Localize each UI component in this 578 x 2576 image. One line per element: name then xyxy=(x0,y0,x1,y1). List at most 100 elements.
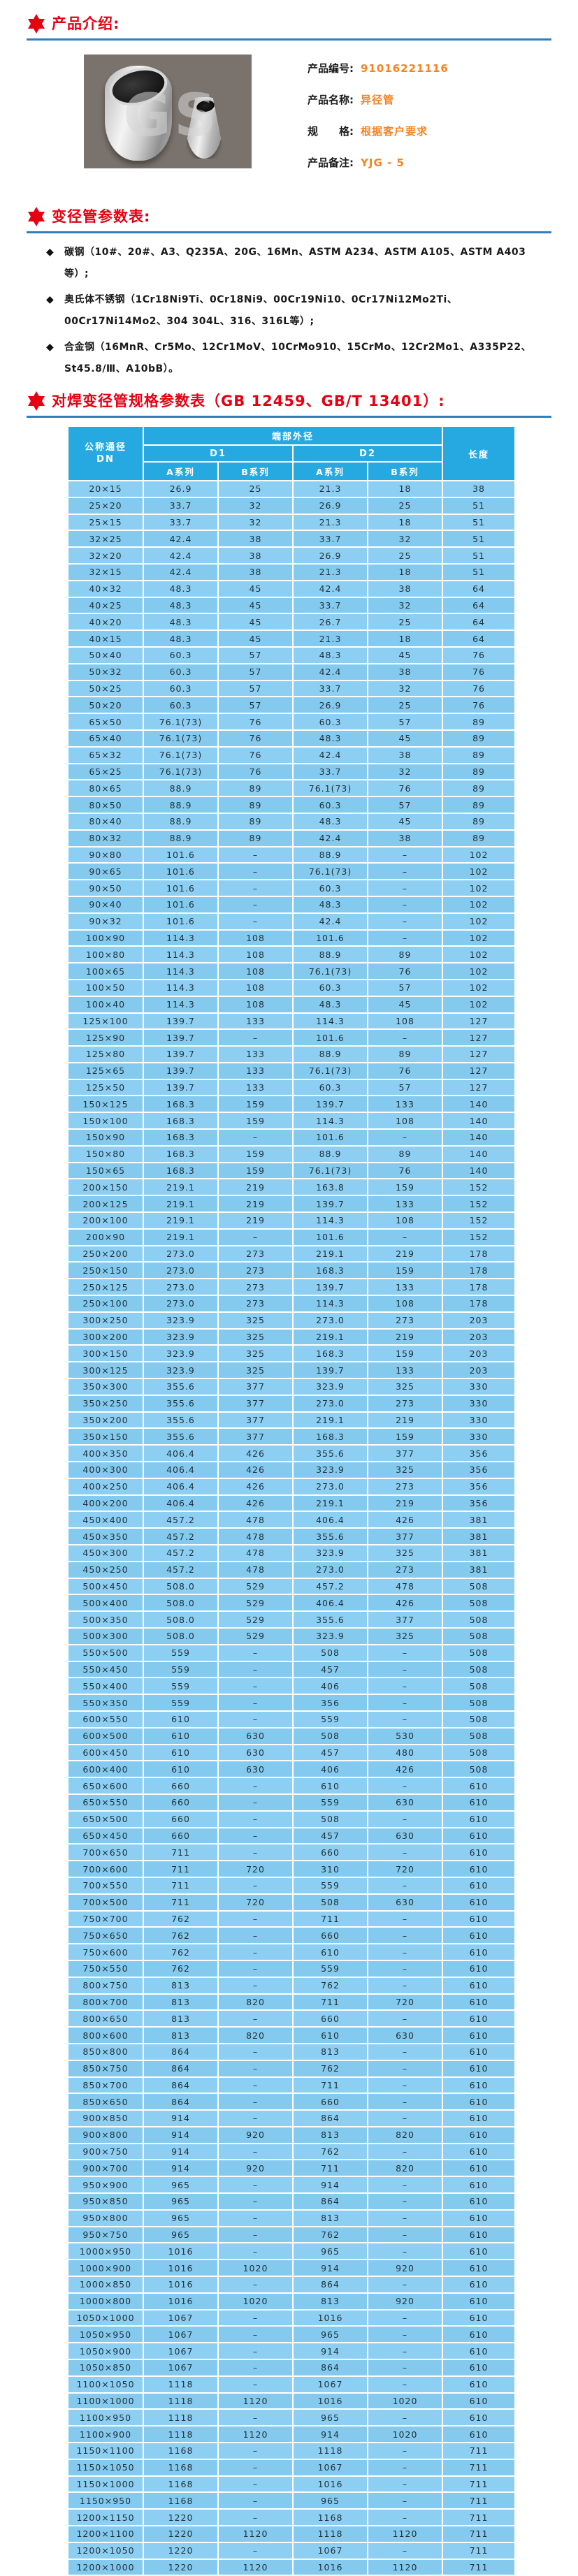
value-cell: 965 xyxy=(294,2243,367,2260)
table-row: 65×50 76.1(73) 76 60.3 57 89 xyxy=(68,714,515,729)
dn-cell: 80×40 xyxy=(68,813,143,829)
table-row: 1000×950 1016–965–610 xyxy=(68,2243,515,2260)
dn-cell: 350×200 xyxy=(68,1412,143,1428)
value-cell: – xyxy=(368,1928,442,1944)
dn-cell: 200×150 xyxy=(68,1179,143,1195)
table-row: 1150×1000 1168–1016–711 xyxy=(68,2476,515,2492)
table-row: 250×125 273.0 273 139.7 133 178 xyxy=(68,1279,515,1295)
dn-cell: 1050×850 xyxy=(68,2360,143,2375)
dn-cell: 150×100 xyxy=(68,1113,143,1129)
value-cell: 26.9 xyxy=(294,497,367,514)
value-cell: 711 xyxy=(144,1894,217,1910)
dn-cell: 700×650 xyxy=(68,1844,143,1861)
value-cell: – xyxy=(368,847,442,863)
value-cell: 89 xyxy=(443,747,515,763)
value-cell: 762 xyxy=(144,1911,217,1927)
value-cell: 89 xyxy=(443,730,515,746)
value-cell: 76 xyxy=(443,681,515,697)
value-cell: 660 xyxy=(144,1828,217,1844)
value-cell: – xyxy=(219,1944,292,1960)
table-row: 650×600 660–610–610 xyxy=(68,1778,515,1793)
dn-cell: 1200×1000 xyxy=(68,2559,143,2575)
value-cell: 114.3 xyxy=(144,947,217,963)
dn-cell: 32×15 xyxy=(68,564,143,580)
table-row: 300×125 323.9 325 139.7 133 203 xyxy=(68,1362,515,1378)
section-intro-title: 产品介绍: xyxy=(52,15,120,32)
value-cell: 21.3 xyxy=(294,514,367,530)
dn-cell: 700×500 xyxy=(68,1894,143,1910)
table-row: 65×40 76.1(73) 76 48.3 45 89 xyxy=(68,730,515,746)
value-cell: 101.6 xyxy=(144,864,217,880)
value-cell: 51 xyxy=(443,514,515,530)
value-cell: 64 xyxy=(443,631,515,646)
value-cell: 25 xyxy=(219,481,292,497)
value-cell: 76 xyxy=(443,697,515,713)
value-cell: 508 xyxy=(443,1728,515,1744)
table-row: 1100×1050 1118–1067–610 xyxy=(68,2376,515,2392)
value-cell: 1118 xyxy=(294,2526,367,2542)
value-cell: 45 xyxy=(368,647,442,663)
table-row: 850×750 864–762–610 xyxy=(68,2060,515,2076)
value-cell: 711 xyxy=(443,2526,515,2542)
value-cell: 127 xyxy=(443,1047,515,1062)
table-row: 65×32 76.1(73) 76 42.4 38 89 xyxy=(68,747,515,763)
table-row: 1000×800 1016 1020 813 920 610 xyxy=(68,2293,515,2309)
dn-cell: 550×450 xyxy=(68,1661,143,1678)
value-cell: 64 xyxy=(443,614,515,630)
value-cell: 48.3 xyxy=(294,730,367,746)
dn-cell: 90×65 xyxy=(68,864,143,880)
table-row: 800×750 813–762–610 xyxy=(68,1977,515,1993)
value-cell: 323.9 xyxy=(294,1462,367,1478)
dn-cell: 750×700 xyxy=(68,1911,143,1927)
dn-cell: 850×800 xyxy=(68,2044,143,2060)
dn-cell: 350×150 xyxy=(68,1429,143,1445)
material-item-stainless-steel: ◆ 奥氏体不锈钢（1Cr18Ni9Ti、0Cr18Ni9、00Cr19Ni10、… xyxy=(46,289,535,333)
value-cell: 559 xyxy=(294,1794,367,1810)
value-cell: 610 xyxy=(443,2393,515,2409)
value-cell: 273.0 xyxy=(294,1478,367,1494)
value-cell: – xyxy=(368,1695,442,1710)
value-cell: 457 xyxy=(294,1745,367,1761)
value-cell: 480 xyxy=(368,1745,442,1761)
value-cell: 330 xyxy=(443,1395,515,1411)
value-cell: 457.2 xyxy=(144,1562,217,1578)
value-cell: – xyxy=(368,2227,442,2243)
value-cell: 610 xyxy=(443,2144,515,2160)
dn-cell: 400×200 xyxy=(68,1495,143,1511)
table-row: 800×650 813–660–610 xyxy=(68,2011,515,2027)
value-cell: 711 xyxy=(294,1994,367,2010)
value-cell: 45 xyxy=(219,597,292,613)
value-cell: 330 xyxy=(443,1429,515,1445)
table-row: 900×800 914 920 813 820 610 xyxy=(68,2127,515,2143)
value-cell: 45 xyxy=(368,730,442,746)
value-cell: 610 xyxy=(443,2094,515,2110)
value-cell: – xyxy=(368,2177,442,2193)
value-cell: 610 xyxy=(144,1761,217,1777)
value-cell: 42.4 xyxy=(294,664,367,680)
value-cell: 76 xyxy=(368,780,442,796)
value-cell: 323.9 xyxy=(294,1545,367,1561)
table-row: 1100×950 1118–965–610 xyxy=(68,2410,515,2426)
value-cell: 114.3 xyxy=(294,1013,367,1029)
value-cell: – xyxy=(219,2510,292,2526)
dn-cell: 1150×1050 xyxy=(68,2459,143,2475)
table-row: 350×200 355.6 377 219.1 219 330 xyxy=(68,1412,515,1428)
field-value: YJG - 5 xyxy=(361,157,405,169)
value-cell: 51 xyxy=(443,548,515,563)
dn-cell: 90×32 xyxy=(68,913,143,929)
spec-table-head: 公称通径 DN 端部外径 长度 D1 D2 A系列 B系列 A系列 B系列 xyxy=(68,427,515,480)
table-row: 800×700 813 820 711 720 610 xyxy=(68,1994,515,2010)
value-cell: 114.3 xyxy=(144,996,217,1012)
dn-cell: 125×100 xyxy=(68,1013,143,1029)
value-cell: 610 xyxy=(443,2327,515,2343)
dn-cell: 150×65 xyxy=(68,1163,143,1179)
value-cell: 26.9 xyxy=(294,548,367,563)
col-header-d2: D2 xyxy=(294,446,442,461)
table-row: 40×20 48.3 45 26.7 25 64 xyxy=(68,614,515,630)
value-cell: 102 xyxy=(443,896,515,912)
dn-cell: 400×350 xyxy=(68,1446,143,1462)
value-cell: – xyxy=(219,2210,292,2226)
table-row: 850×800 864–813–610 xyxy=(68,2044,515,2060)
value-cell: 76 xyxy=(219,730,292,746)
value-cell: 864 xyxy=(144,2094,217,2110)
